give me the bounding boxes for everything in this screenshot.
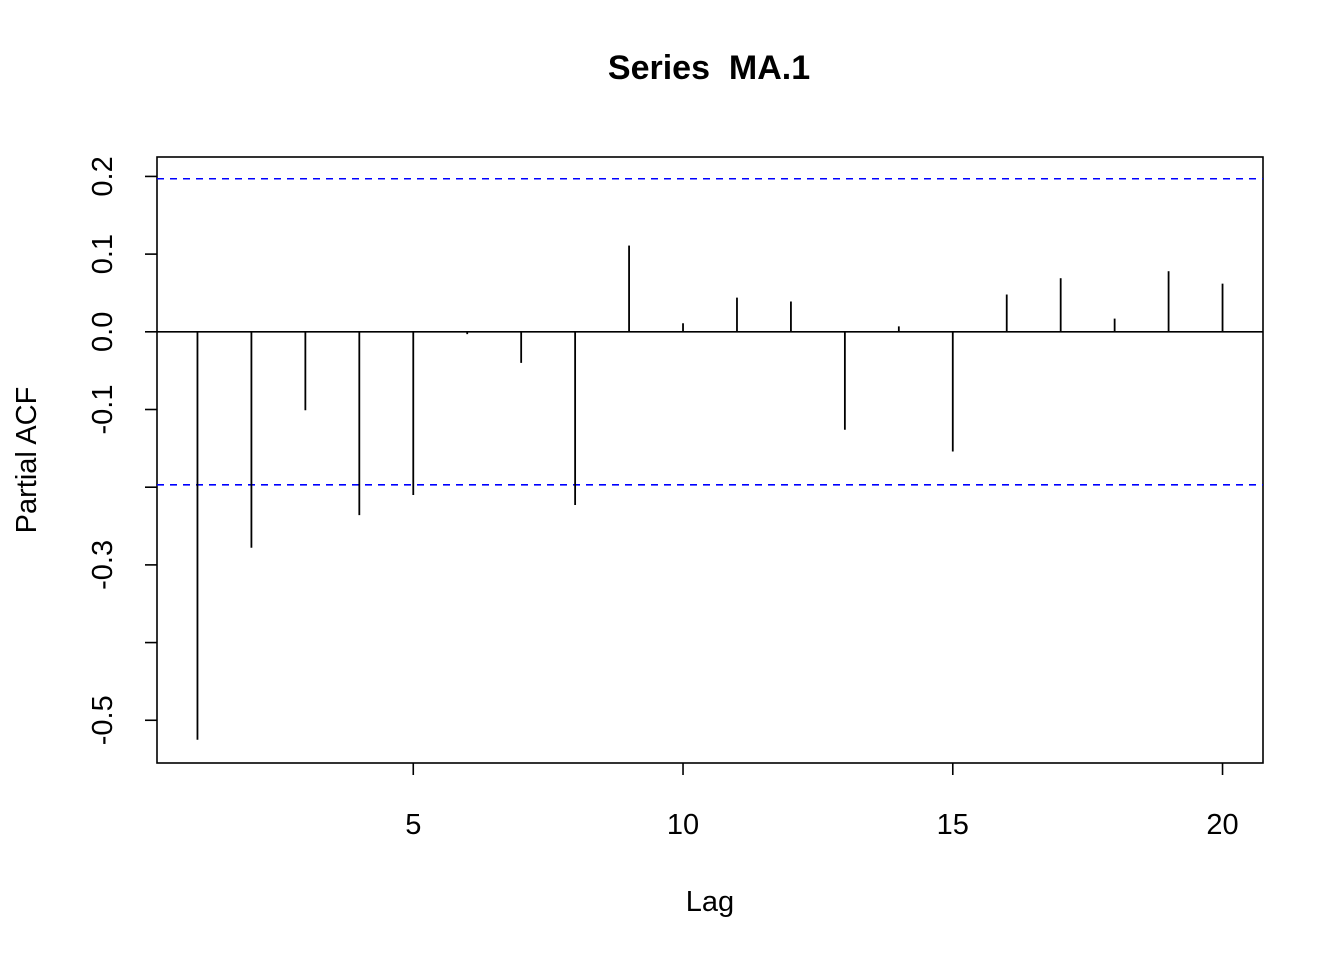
y-tick-label-1: 0.1 [87,234,119,274]
x-axis-label: Lag [686,886,734,918]
x-tick-label-5: 5 [405,809,421,841]
y-tick-label-7: -0.5 [87,695,119,745]
x-tick-label-15: 15 [937,809,969,841]
y-tick-label-5: -0.3 [87,540,119,590]
chart-title: Series MA.1 [608,49,810,87]
x-tick-label-20: 20 [1206,809,1238,841]
y-tick-label-0: 0.2 [87,156,119,196]
y-tick-label-2: 0.0 [87,312,119,352]
y-axis-label: Partial ACF [11,387,43,534]
x-tick-label-10: 10 [667,809,699,841]
y-tick-label-3: -0.1 [87,385,119,435]
chart-marks: 5 10 15 20 0.2 0.1 0.0 -0.1 -0.3 -0.5 [87,156,1263,841]
plot-frame [156,156,1264,764]
